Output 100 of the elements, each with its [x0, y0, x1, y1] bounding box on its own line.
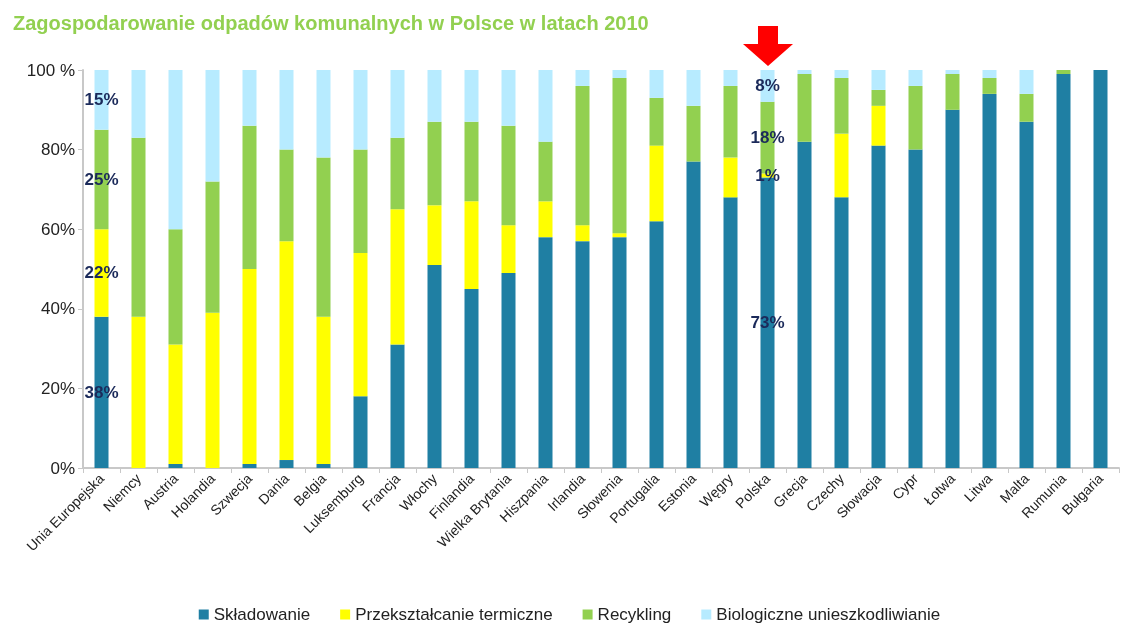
bar: [686, 70, 701, 106]
bar: [464, 201, 479, 289]
bar: [427, 121, 442, 206]
bar: [168, 344, 183, 465]
bar: [242, 125, 257, 269]
bar: [612, 233, 627, 238]
bar: [797, 141, 812, 468]
bar: [1056, 73, 1071, 468]
bar: [464, 70, 479, 122]
bar: [1019, 93, 1034, 122]
bar: [279, 460, 294, 468]
bar: [575, 85, 590, 226]
bar: [834, 197, 849, 468]
bar: [649, 221, 664, 468]
bar: [834, 133, 849, 198]
bar: [612, 237, 627, 468]
bar: [649, 145, 664, 222]
bar: [316, 70, 331, 158]
y-tick-label: 40%: [40, 299, 75, 319]
chart-title: Zagospodarowanie odpadów komunalnych w Polsce w latach 2010: [13, 12, 649, 34]
bar: [390, 137, 405, 210]
bar: [279, 241, 294, 461]
bar: [427, 70, 442, 122]
legend-label: Biologiczne unieszkodliwianie: [716, 605, 941, 624]
bar: [945, 70, 960, 74]
bar: [353, 149, 368, 254]
bar: [1019, 70, 1034, 94]
y-tick-label: 20%: [40, 378, 75, 398]
bar: [279, 149, 294, 242]
bar: [390, 209, 405, 345]
bar: [908, 149, 923, 468]
bar: [205, 312, 220, 468]
bar: [168, 464, 183, 468]
legend-label: Recykling: [597, 605, 672, 624]
bar: [538, 141, 553, 202]
bar: [871, 70, 886, 90]
bar: [316, 464, 331, 468]
data-label: 1%: [755, 165, 780, 185]
bar: [834, 70, 849, 78]
bar: [464, 288, 479, 468]
bar: [686, 161, 701, 468]
y-tick-label: 60%: [40, 219, 75, 239]
bar: [353, 253, 368, 397]
bar: [1019, 121, 1034, 468]
bar: [723, 70, 738, 86]
bar: [316, 157, 331, 317]
bar: [316, 316, 331, 465]
bar: [242, 269, 257, 465]
bar: [168, 70, 183, 230]
y-tick-label: 0%: [50, 458, 75, 478]
bar: [501, 272, 516, 468]
bar: [538, 237, 553, 468]
bar: [686, 105, 701, 162]
bar: [908, 70, 923, 86]
bar: [427, 265, 442, 468]
bar: [945, 109, 960, 468]
bar: [871, 89, 886, 106]
bar: [612, 70, 627, 78]
bar: [834, 77, 849, 134]
bar: [131, 316, 146, 468]
bar: [242, 70, 257, 126]
bar: [871, 145, 886, 468]
bar: [1056, 70, 1071, 74]
bar: [131, 70, 146, 138]
bar: [982, 77, 997, 94]
bar: [723, 197, 738, 468]
bar: [538, 201, 553, 238]
bar: [575, 225, 590, 242]
data-label: 15%: [84, 90, 119, 110]
bar: [390, 344, 405, 468]
bar: [205, 181, 220, 313]
y-tick-label: 100 %: [26, 60, 75, 80]
bar: [871, 105, 886, 146]
bar: [575, 241, 590, 468]
bar: [982, 70, 997, 78]
bar: [205, 70, 220, 182]
bar: [501, 70, 516, 126]
bar: [982, 93, 997, 468]
legend-label: Przekształcanie termiczne: [355, 605, 553, 624]
bar: [353, 70, 368, 150]
bar: [501, 225, 516, 273]
bar: [464, 121, 479, 202]
bar: [649, 70, 664, 98]
bar: [501, 125, 516, 226]
bar: [612, 77, 627, 234]
bar: [242, 464, 257, 468]
bar: [797, 70, 812, 74]
data-label: 8%: [755, 76, 780, 96]
bar: [575, 70, 590, 86]
legend-label: Składowanie: [213, 605, 311, 624]
bar: [168, 229, 183, 345]
bar: [723, 157, 738, 198]
bar: [538, 70, 553, 142]
bar: [723, 85, 738, 158]
y-tick-label: 80%: [40, 140, 75, 160]
bar: [353, 396, 368, 468]
bar: [390, 70, 405, 138]
bar: [1093, 70, 1108, 468]
bar: [131, 137, 146, 317]
bar: [279, 70, 294, 150]
